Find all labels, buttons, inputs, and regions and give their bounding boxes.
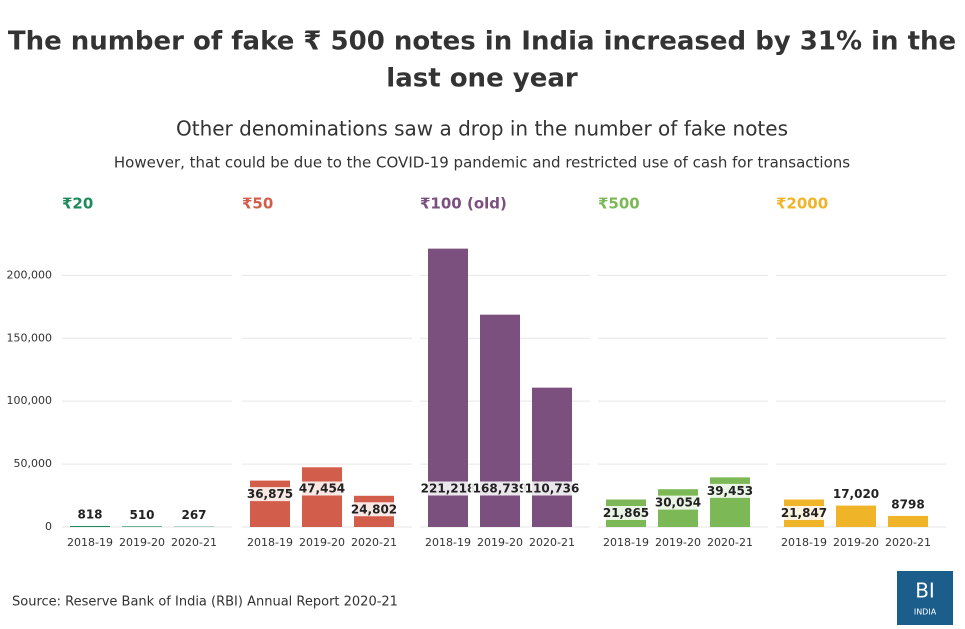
- y-tick-label: 0: [45, 520, 52, 533]
- value-label: 267: [181, 508, 206, 522]
- bar: [888, 516, 928, 527]
- x-tick-label: 2020-21: [707, 536, 753, 549]
- value-label: 818: [77, 507, 102, 521]
- logo-title: BI: [915, 579, 935, 603]
- x-tick-label: 2019-20: [299, 536, 345, 549]
- x-tick-label: 2019-20: [477, 536, 523, 549]
- x-tick-label: 2019-20: [833, 536, 879, 549]
- logo-subtitle: INDIA: [914, 608, 937, 617]
- panel-title: ₹2000: [776, 195, 828, 213]
- x-tick-label: 2019-20: [119, 536, 165, 549]
- value-label: 21,847: [781, 506, 827, 520]
- description: However, that could be due to the COVID-…: [114, 154, 850, 172]
- value-label: 21,865: [603, 506, 649, 520]
- title-line: last one year: [386, 64, 578, 94]
- subtitle: Other denominations saw a drop in the nu…: [176, 117, 788, 141]
- y-tick-label: 50,000: [14, 457, 53, 470]
- value-label: 510: [129, 508, 154, 522]
- bar: [836, 506, 876, 527]
- x-tick-label: 2018-19: [781, 536, 827, 549]
- y-tick-label: 150,000: [7, 331, 53, 344]
- value-label: 221,218: [421, 482, 476, 496]
- value-label: 8798: [891, 497, 924, 511]
- value-label: 47,454: [299, 482, 345, 496]
- panel-title: ₹500: [598, 195, 640, 213]
- source: Source: Reserve Bank of India (RBI) Annu…: [12, 595, 398, 610]
- value-label: 36,875: [247, 487, 293, 501]
- value-label: 17,020: [833, 487, 879, 501]
- title-line: The number of fake ₹ 500 notes in India …: [8, 27, 956, 57]
- x-tick-label: 2020-21: [885, 536, 931, 549]
- y-tick-label: 100,000: [7, 394, 53, 407]
- bar: [70, 526, 110, 527]
- panel-title: ₹50: [242, 195, 273, 213]
- x-tick-label: 2018-19: [603, 536, 649, 549]
- x-tick-label: 2018-19: [67, 536, 113, 549]
- bar: [532, 388, 572, 527]
- x-tick-label: 2018-19: [425, 536, 471, 549]
- value-label: 39,453: [707, 484, 753, 498]
- value-label: 24,802: [351, 502, 397, 516]
- value-label: 110,736: [525, 482, 580, 496]
- panel-title: ₹100 (old): [420, 195, 507, 213]
- bar: [302, 467, 342, 527]
- bar: [122, 526, 162, 527]
- panel-title: ₹20: [62, 195, 93, 213]
- x-tick-label: 2020-21: [351, 536, 397, 549]
- x-tick-label: 2019-20: [655, 536, 701, 549]
- value-label: 168,739: [473, 482, 528, 496]
- y-tick-label: 200,000: [7, 268, 53, 281]
- value-label: 30,054: [655, 496, 701, 510]
- x-tick-label: 2020-21: [529, 536, 575, 549]
- x-tick-label: 2020-21: [171, 536, 217, 549]
- x-tick-label: 2018-19: [247, 536, 293, 549]
